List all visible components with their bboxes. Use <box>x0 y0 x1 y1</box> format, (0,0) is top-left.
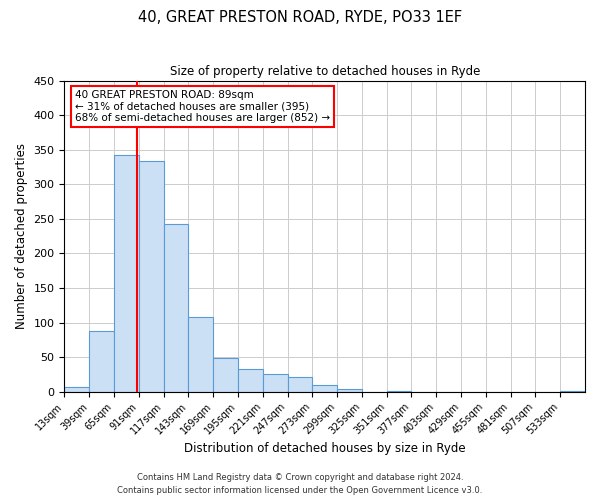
Bar <box>238 369 263 392</box>
Bar <box>313 385 337 392</box>
Title: Size of property relative to detached houses in Ryde: Size of property relative to detached ho… <box>170 65 480 78</box>
Bar <box>386 391 412 392</box>
Bar <box>139 162 164 392</box>
Y-axis label: Number of detached properties: Number of detached properties <box>15 143 28 329</box>
Bar <box>89 331 114 392</box>
Bar <box>114 154 139 392</box>
Bar <box>287 378 313 392</box>
Text: Contains HM Land Registry data © Crown copyright and database right 2024.
Contai: Contains HM Land Registry data © Crown c… <box>118 474 482 495</box>
Bar <box>64 387 89 392</box>
Bar <box>337 389 362 392</box>
Bar <box>213 358 238 392</box>
Bar <box>188 317 213 392</box>
Bar <box>560 391 585 392</box>
Text: 40, GREAT PRESTON ROAD, RYDE, PO33 1EF: 40, GREAT PRESTON ROAD, RYDE, PO33 1EF <box>138 10 462 25</box>
Text: 40 GREAT PRESTON ROAD: 89sqm
← 31% of detached houses are smaller (395)
68% of s: 40 GREAT PRESTON ROAD: 89sqm ← 31% of de… <box>75 90 330 123</box>
X-axis label: Distribution of detached houses by size in Ryde: Distribution of detached houses by size … <box>184 442 466 455</box>
Bar <box>164 224 188 392</box>
Bar <box>263 374 287 392</box>
